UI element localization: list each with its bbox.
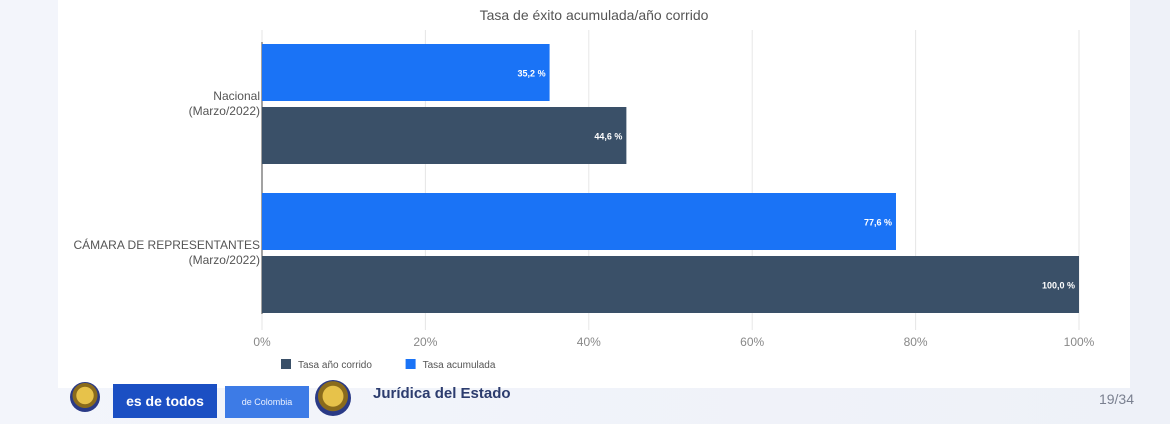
category-label: (Marzo/2022) xyxy=(189,104,260,118)
brand-subtitle: de Colombia xyxy=(225,386,309,418)
footer: es de todos de Colombia Jurídica del Est… xyxy=(58,378,1140,424)
x-tick-label: 40% xyxy=(577,335,601,349)
chart-title: Tasa de éxito acumulada/año corrido xyxy=(480,7,709,23)
legend-label: Tasa año corrido xyxy=(298,360,372,371)
x-tick-label: 100% xyxy=(1064,335,1095,349)
category-label: CÁMARA DE REPRESENTANTES xyxy=(74,237,260,252)
bar xyxy=(262,256,1079,313)
bar xyxy=(262,44,550,101)
brand-badge: es de todos xyxy=(113,384,217,418)
category-label: (Marzo/2022) xyxy=(189,253,260,267)
bar xyxy=(262,193,896,250)
bar-value-label: 100,0 % xyxy=(1042,281,1075,291)
bar-value-label: 35,2 % xyxy=(518,69,546,79)
bar-chart: Tasa de éxito acumulada/año corrido 0% 20%… xyxy=(74,7,1095,371)
x-tick-label: 20% xyxy=(413,335,437,349)
bar xyxy=(262,107,627,164)
legend-swatch xyxy=(281,359,291,369)
legend-swatch xyxy=(405,359,416,369)
agency-seal-icon xyxy=(315,380,351,416)
page-number: 19/34 xyxy=(1098,391,1134,407)
x-tick-label: 80% xyxy=(904,335,928,349)
chart-card: Tasa de éxito acumulada/año corrido 0% 20%… xyxy=(58,0,1130,388)
coat-of-arms-icon xyxy=(70,382,100,412)
bar-value-label: 44,6 % xyxy=(594,132,622,142)
entity-name: Jurídica del Estado xyxy=(373,385,511,402)
category-label: Nacional xyxy=(213,89,260,103)
legend-label: Tasa acumulada xyxy=(423,360,496,371)
x-tick-label: 60% xyxy=(740,335,764,349)
bar-value-label: 77,6 % xyxy=(864,218,892,228)
x-tick-label: 0% xyxy=(253,335,271,349)
